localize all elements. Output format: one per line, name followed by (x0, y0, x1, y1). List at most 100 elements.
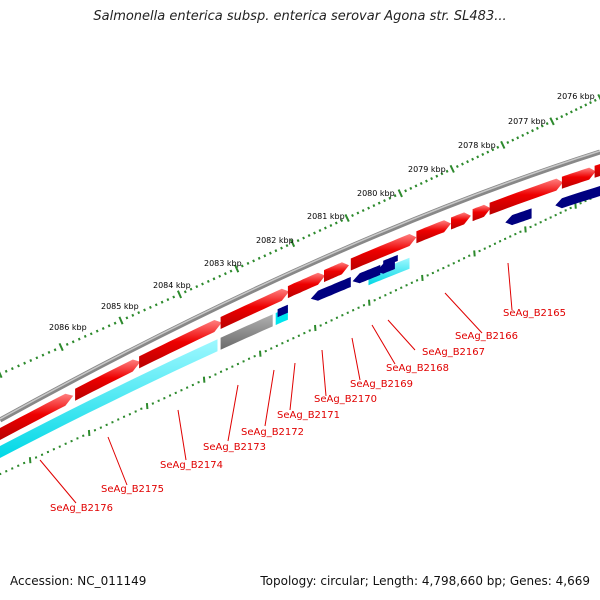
ruler-tick (23, 361, 27, 365)
ruler-tick (584, 103, 588, 107)
ruler-tick (89, 332, 93, 336)
ruler-tick (531, 129, 534, 133)
inner-ruler-tick (308, 329, 311, 332)
inner-ruler-tick (341, 314, 344, 317)
ruler-tick (535, 126, 539, 130)
ruler-tick (307, 233, 311, 238)
gene-leader-line (444, 292, 483, 334)
ruler-tick (344, 213, 350, 223)
inner-ruler-tick (415, 279, 419, 282)
gene-label: SeAg_B2176 (50, 503, 113, 514)
inner-ruler-tick (163, 396, 166, 400)
ruler-tick (449, 164, 455, 173)
ruler-tick (361, 209, 365, 213)
ruler-tick (302, 236, 306, 240)
kbp-label: 2079 kbp (408, 165, 446, 174)
inner-ruler-tick (128, 412, 132, 416)
ruler-tick (113, 321, 117, 325)
inner-ruler-tick (483, 247, 486, 250)
ruler-tick (148, 305, 152, 309)
ruler-tick (356, 211, 360, 215)
inner-ruler-tick (140, 407, 143, 411)
ruler-tick (393, 194, 397, 198)
inner-ruler-tick (40, 453, 44, 457)
inner-ruler-tick (286, 339, 290, 343)
inner-ruler-tick (524, 226, 527, 233)
ruler-tick (555, 117, 559, 121)
forward-gene (350, 234, 417, 271)
inner-ruler-tick (134, 410, 137, 413)
ruler-tick (340, 218, 344, 223)
inner-ruler-tick (447, 264, 450, 267)
ruler-tick (118, 316, 124, 325)
ruler-tick (593, 98, 597, 102)
gene-features (0, 163, 600, 458)
gene-label: SeAg_B2166 (455, 331, 518, 342)
ruler-tick (383, 199, 386, 203)
ruler-tick (280, 246, 283, 250)
ruler-ticks: 2076 kbp 2077 kbp 2078 kbp 2079 kbp 2080 kbp… (0, 92, 600, 476)
ruler-tick (83, 334, 87, 338)
kbp-label: 2076 kbp (557, 92, 595, 101)
ruler-tick (0, 371, 3, 379)
inner-ruler-tick (174, 391, 177, 395)
inner-ruler-tick (76, 437, 79, 440)
ruler-tick (195, 285, 199, 289)
ruler-tick (160, 300, 164, 304)
inner-ruler-tick (111, 420, 114, 424)
kbp-label: 2085 kbp (101, 302, 139, 311)
accession-text: Accession: NC_011149 (10, 574, 147, 588)
ruler-tick (285, 244, 289, 248)
ruler-tick (414, 184, 418, 188)
forward-gene (472, 204, 491, 222)
inner-ruler-tick (46, 450, 50, 454)
backbone-arc (0, 149, 600, 423)
ruler-tick (560, 115, 564, 119)
gene-leader-line (264, 369, 275, 427)
ruler-tick (206, 279, 210, 283)
inner-ruler-tick (22, 461, 26, 465)
cds-highlight-band (0, 339, 218, 458)
inner-ruler-tick (93, 429, 97, 432)
inner-ruler-tick (214, 373, 217, 376)
inner-ruler-tick (362, 304, 366, 307)
ruler-tick (367, 206, 371, 210)
inner-ruler-tick (270, 347, 273, 350)
inner-ruler-tick (319, 324, 322, 327)
kbp-label: 2080 kbp (357, 189, 395, 198)
inner-ruler-tick (70, 439, 73, 443)
ruler-tick (58, 342, 64, 352)
ruler-tick (481, 152, 485, 156)
forward-gene (287, 272, 326, 299)
ruler-tick (496, 145, 500, 149)
gene-label: SeAg_B2171 (277, 410, 340, 421)
reverse-gene (352, 264, 381, 284)
inner-ruler-tick (236, 362, 240, 366)
cds-highlight-band (368, 257, 410, 286)
ruler-tick (476, 155, 480, 159)
inner-ruler-tick (346, 311, 349, 315)
ruler-tick (334, 221, 338, 225)
pseudogene-band (220, 314, 273, 350)
ruler-tick (318, 228, 322, 233)
ruler-tick (500, 140, 506, 149)
inner-ruler-tick (314, 324, 317, 332)
ruler-tick (506, 140, 510, 145)
inner-ruler-tick (28, 457, 32, 464)
inner-ruler-tick (247, 357, 251, 361)
ruler-tick (521, 133, 525, 137)
ruler-tick (511, 138, 515, 142)
map-title: Salmonella enterica subsp. enterica sero… (93, 9, 507, 24)
inner-ruler-tick (219, 370, 223, 374)
inner-ruler-tick (378, 296, 382, 299)
inner-ruler-tick (462, 257, 466, 260)
ruler-tick (166, 298, 170, 302)
inner-ruler-tick (405, 284, 408, 287)
ruler-tick (329, 223, 333, 228)
ruler-tick (486, 150, 490, 154)
ruler-tick (229, 269, 233, 273)
ruler-tick (17, 364, 20, 368)
inner-ruler-tick (452, 261, 455, 265)
ruler-tick (137, 311, 141, 315)
